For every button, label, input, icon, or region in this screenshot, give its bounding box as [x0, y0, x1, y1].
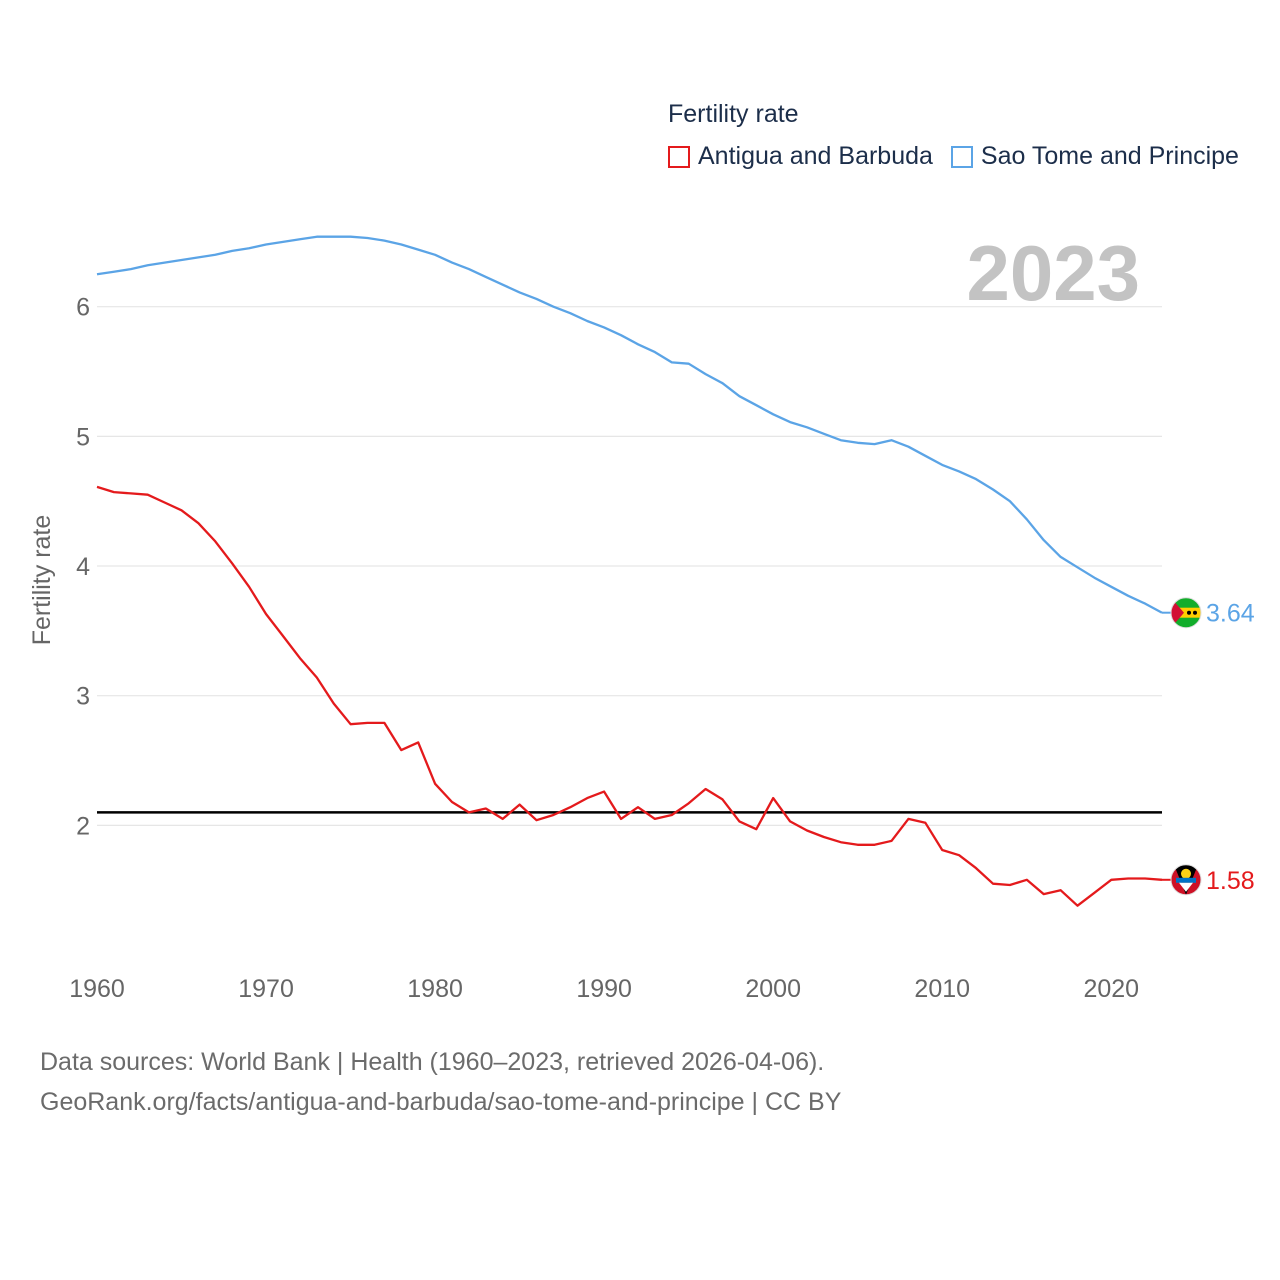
y-tick-label-4: 4 [76, 553, 90, 581]
series-line-antigua [96, 485, 1163, 907]
gridlines [97, 306, 1162, 826]
end-value-label-sao_tome: 3.64 [1206, 600, 1255, 628]
y-axis-label: Fertility rate [28, 515, 56, 646]
legend-swatch-sao-tome [950, 145, 973, 168]
data-sources: Data sources: World Bank | Health (1960–… [40, 1042, 841, 1122]
end-value-label-antigua: 1.58 [1206, 867, 1255, 895]
legend: Antigua and Barbuda Sao Tome and Princip… [668, 142, 1257, 171]
x-tick-label-1970: 1970 [238, 975, 294, 1003]
x-tick-label-1990: 1990 [576, 975, 632, 1003]
x-tick-label-2010: 2010 [914, 975, 970, 1003]
x-tick-label-2020: 2020 [1083, 975, 1139, 1003]
y-tick-label-5: 5 [76, 423, 90, 451]
credit-text[interactable]: GeoRank.org/facts/antigua-and-barbuda/sa… [40, 1088, 842, 1116]
legend-label-antigua: Antigua and Barbuda [698, 142, 933, 170]
legend-item-sao-tome[interactable]: Sao Tome and Principe [950, 142, 1239, 171]
series-lines [96, 235, 1163, 907]
x-axis-ticks: 1960 1970 1980 1990 2000 2010 2020 [69, 975, 1139, 1003]
end-markers: 1.58 3.64 [1162, 597, 1255, 896]
x-tick-label-1960: 1960 [69, 975, 125, 1003]
series-line-sao_tome [96, 235, 1163, 614]
flag-icon-sao_tome [1170, 597, 1202, 629]
legend-item-antigua[interactable]: Antigua and Barbuda [668, 142, 933, 171]
y-tick-label-2: 2 [76, 812, 90, 840]
x-tick-label-1980: 1980 [407, 975, 463, 1003]
x-tick-label-2000: 2000 [745, 975, 801, 1003]
y-tick-label-3: 3 [76, 683, 90, 711]
sources-text: Data sources: World Bank | Health (1960–… [40, 1048, 825, 1076]
y-tick-label-6: 6 [76, 294, 90, 322]
year-label: 2023 [966, 229, 1140, 317]
legend-swatch-antigua [668, 145, 690, 168]
flag-icon-antigua [1170, 864, 1202, 896]
legend-title: Fertility rate [668, 100, 799, 128]
y-axis-ticks: 2 3 4 5 6 [76, 294, 90, 841]
legend-label-sao-tome: Sao Tome and Principe [980, 142, 1239, 170]
